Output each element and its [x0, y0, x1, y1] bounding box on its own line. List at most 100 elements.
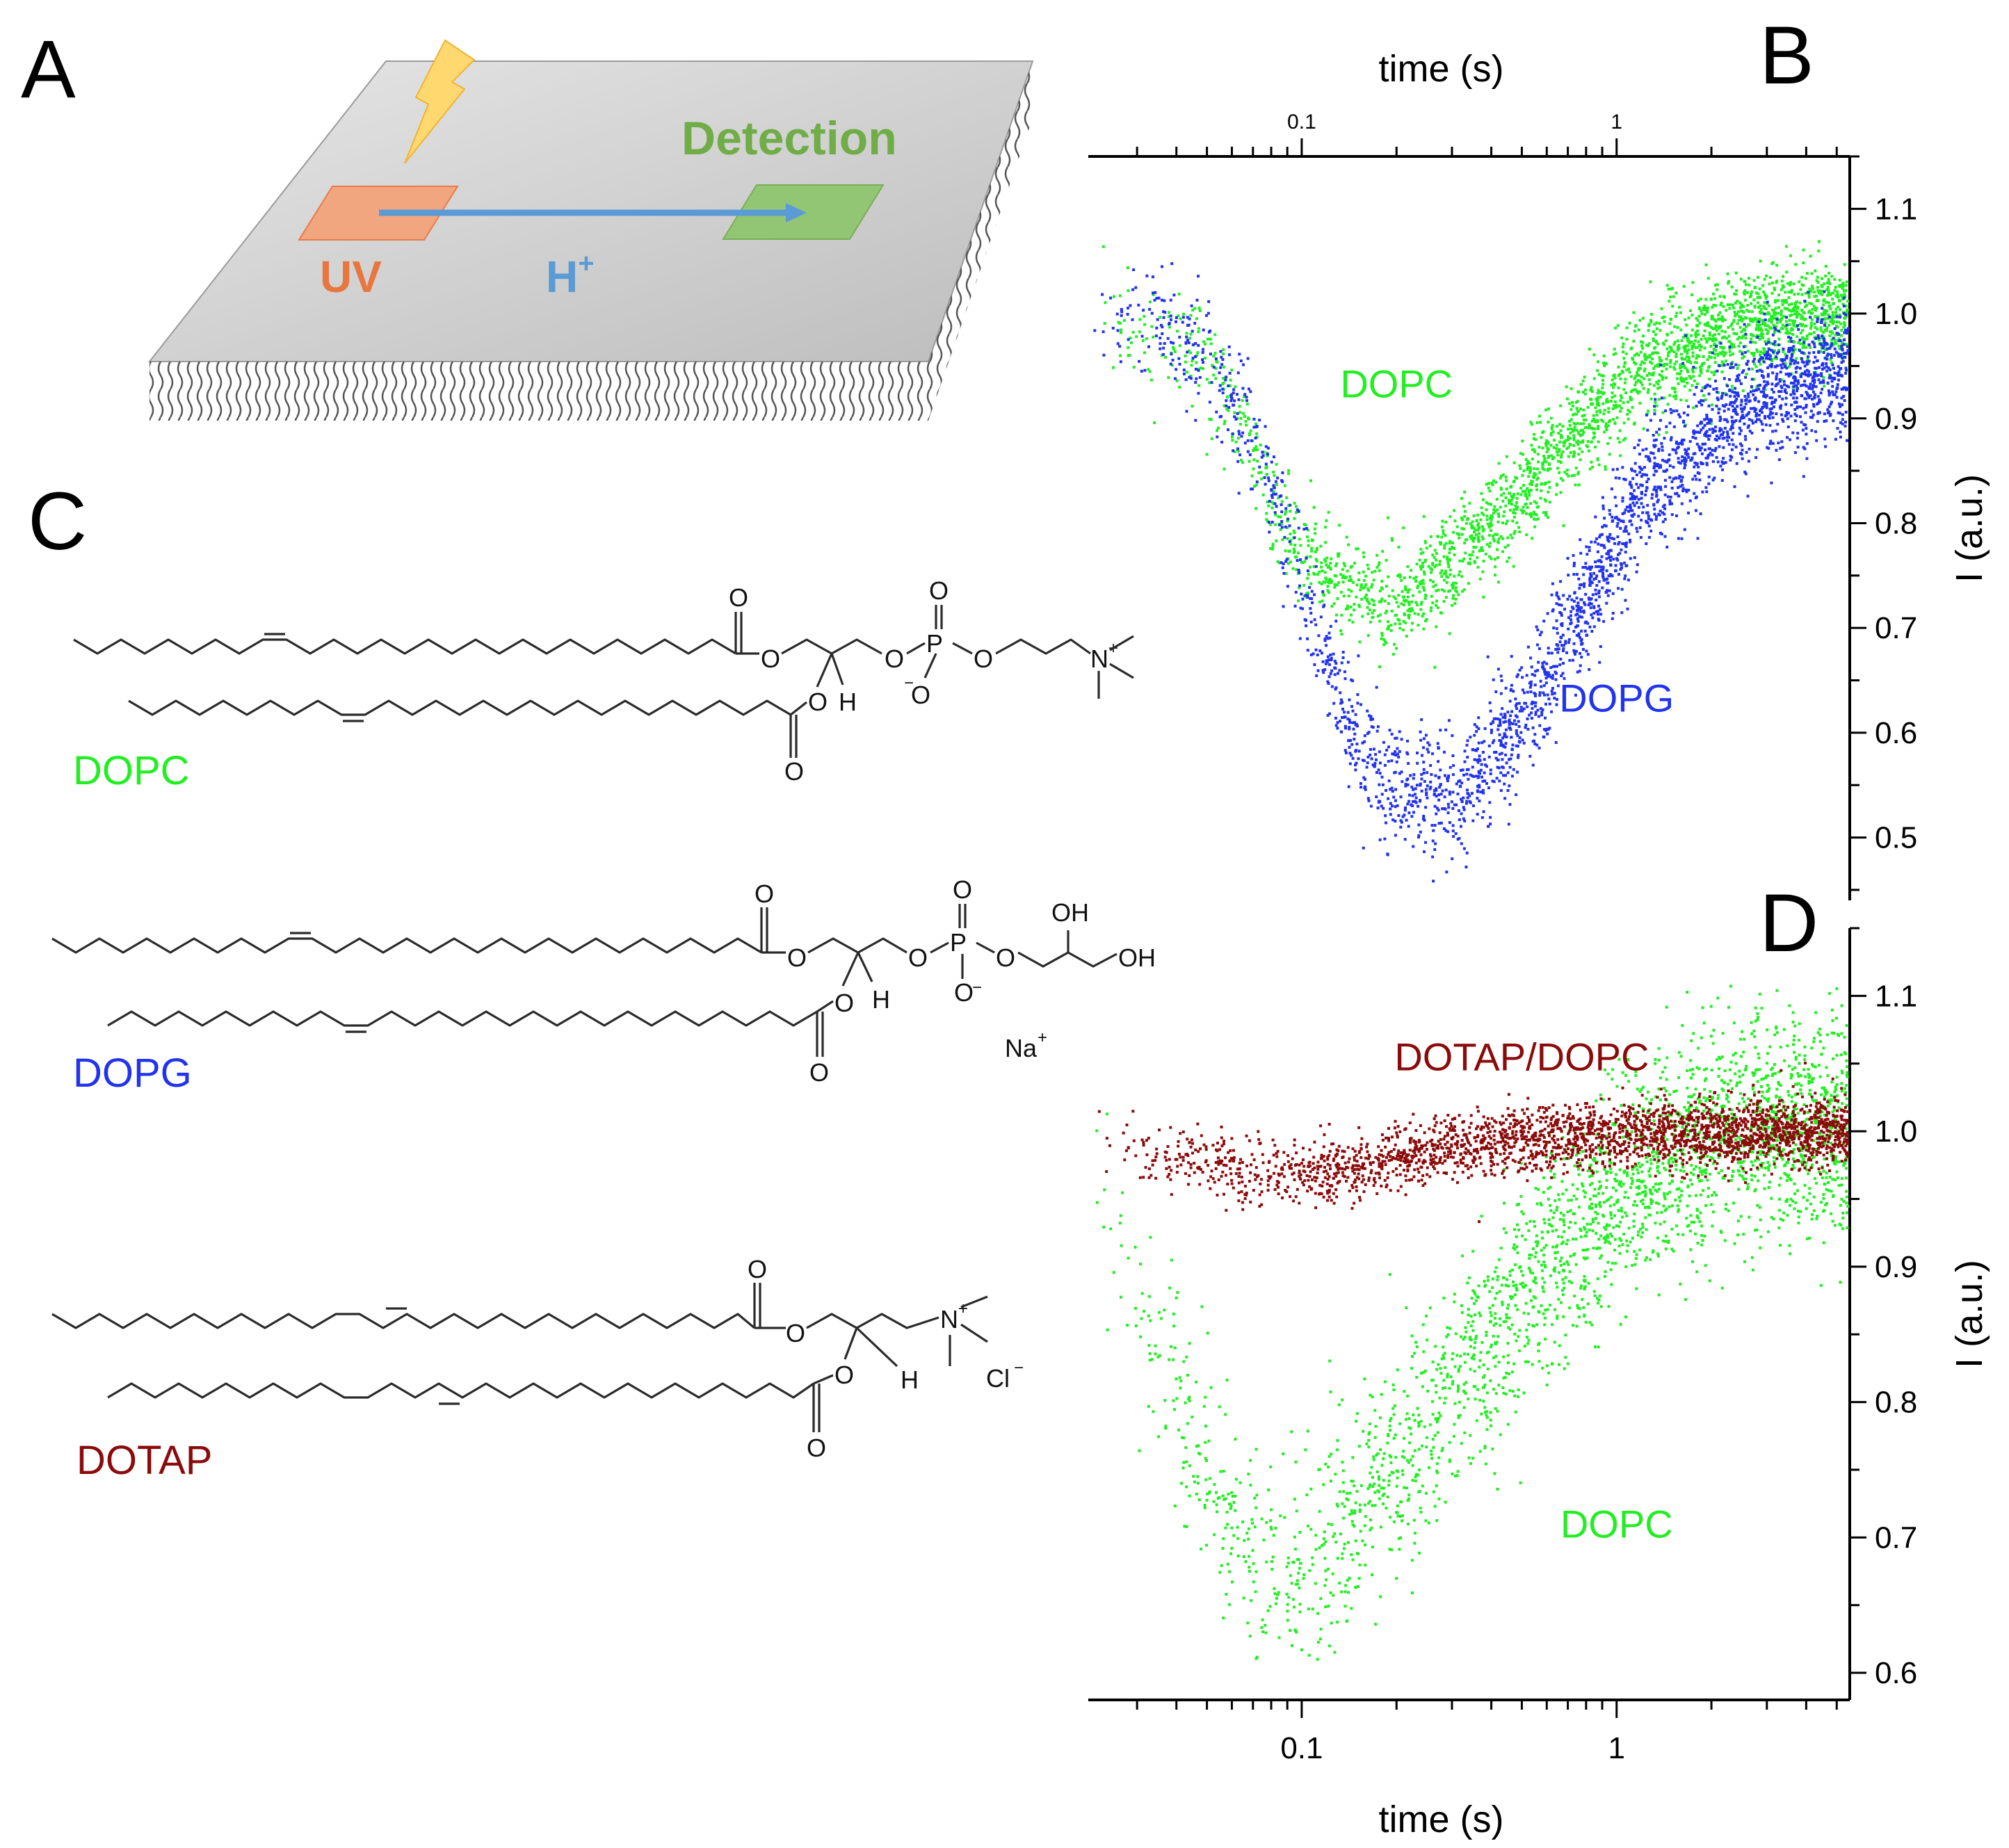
data-point [1168, 325, 1171, 329]
data-point [1734, 293, 1738, 296]
data-point [1660, 441, 1663, 445]
data-point [1561, 633, 1565, 637]
data-point [1325, 635, 1328, 638]
data-point [1457, 533, 1460, 536]
data-point [1369, 717, 1373, 720]
data-point [1429, 764, 1433, 767]
data-point [1462, 505, 1466, 508]
data-point [1444, 542, 1448, 545]
data-point [1761, 323, 1764, 325]
data-point [1424, 806, 1428, 809]
data-point [1481, 549, 1485, 552]
data-point [1465, 802, 1468, 805]
data-point [1661, 378, 1664, 381]
data-point [1479, 518, 1483, 521]
data-point [1278, 561, 1281, 565]
data-point [1770, 396, 1774, 400]
data-point [1187, 349, 1191, 352]
data-point [1419, 580, 1423, 583]
data-point [1412, 845, 1415, 848]
data-point [1797, 312, 1800, 316]
data-point [1612, 537, 1615, 541]
data-point [1444, 788, 1448, 792]
data-point [1543, 483, 1547, 486]
data-point [1796, 387, 1799, 390]
data-point [1738, 315, 1741, 318]
data-point [1714, 446, 1718, 450]
data-point [1607, 410, 1611, 414]
data-point [1774, 307, 1777, 310]
data-point [1460, 797, 1463, 801]
data-point [1763, 301, 1766, 305]
data-point [1321, 669, 1325, 672]
data-point [1767, 341, 1770, 344]
data-point [1748, 277, 1750, 280]
data-point [1802, 248, 1805, 252]
data-point [1177, 314, 1180, 318]
data-point [1440, 575, 1444, 578]
data-point [1601, 586, 1604, 590]
data-point [1793, 293, 1796, 296]
data-point [1266, 500, 1269, 503]
data-point [1629, 484, 1633, 487]
data-point [1733, 420, 1736, 423]
data-point [1334, 688, 1337, 691]
data-point [1602, 619, 1606, 623]
data-point [1216, 360, 1219, 364]
data-point [1453, 547, 1456, 550]
data-point [1472, 526, 1476, 530]
data-point [1161, 298, 1163, 302]
data-point [1782, 350, 1785, 353]
data-point [1577, 471, 1581, 474]
data-point [1313, 593, 1316, 597]
data-point [1623, 362, 1627, 365]
data-point [1510, 683, 1513, 687]
data-point [1118, 322, 1122, 325]
data-point [1315, 674, 1318, 677]
data-point [1641, 341, 1645, 344]
data-point [1703, 418, 1707, 421]
data-point [1372, 603, 1375, 606]
data-point [1739, 382, 1743, 385]
data-point [1696, 537, 1700, 540]
data-point [1439, 783, 1442, 786]
data-point [1745, 325, 1748, 329]
data-point [1805, 304, 1809, 307]
data-point [1402, 619, 1405, 623]
data-point [1683, 467, 1686, 470]
data-point [1684, 366, 1687, 370]
data-point [1700, 371, 1703, 375]
data-point [1406, 590, 1410, 594]
data-point [1785, 300, 1789, 304]
data-point [1624, 378, 1627, 381]
data-point [1206, 337, 1209, 341]
data-point [1747, 392, 1750, 396]
data-point [1837, 355, 1841, 358]
data-point [1369, 715, 1373, 718]
data-point [1754, 328, 1758, 331]
data-point [1694, 509, 1697, 512]
data-point [1759, 362, 1762, 366]
data-point [1569, 431, 1572, 435]
data-point [1795, 300, 1798, 304]
data-point [1837, 339, 1841, 343]
data-point [1837, 378, 1840, 382]
data-point [1533, 525, 1537, 528]
atom-o: O [929, 576, 949, 605]
atom-o: O [953, 875, 972, 904]
data-point [1499, 789, 1503, 792]
data-point [1625, 564, 1629, 567]
data-point [1558, 440, 1561, 444]
data-point [1398, 772, 1401, 775]
data-point [1707, 277, 1710, 280]
data-point [1816, 317, 1819, 321]
data-point [1809, 316, 1812, 319]
data-point [1683, 462, 1686, 465]
data-point [1750, 407, 1752, 410]
data-point [1592, 377, 1596, 380]
data-point [1499, 474, 1503, 478]
data-point [1525, 512, 1528, 515]
data-point [1790, 313, 1793, 316]
data-point [1572, 437, 1576, 440]
data-point [1841, 418, 1844, 421]
